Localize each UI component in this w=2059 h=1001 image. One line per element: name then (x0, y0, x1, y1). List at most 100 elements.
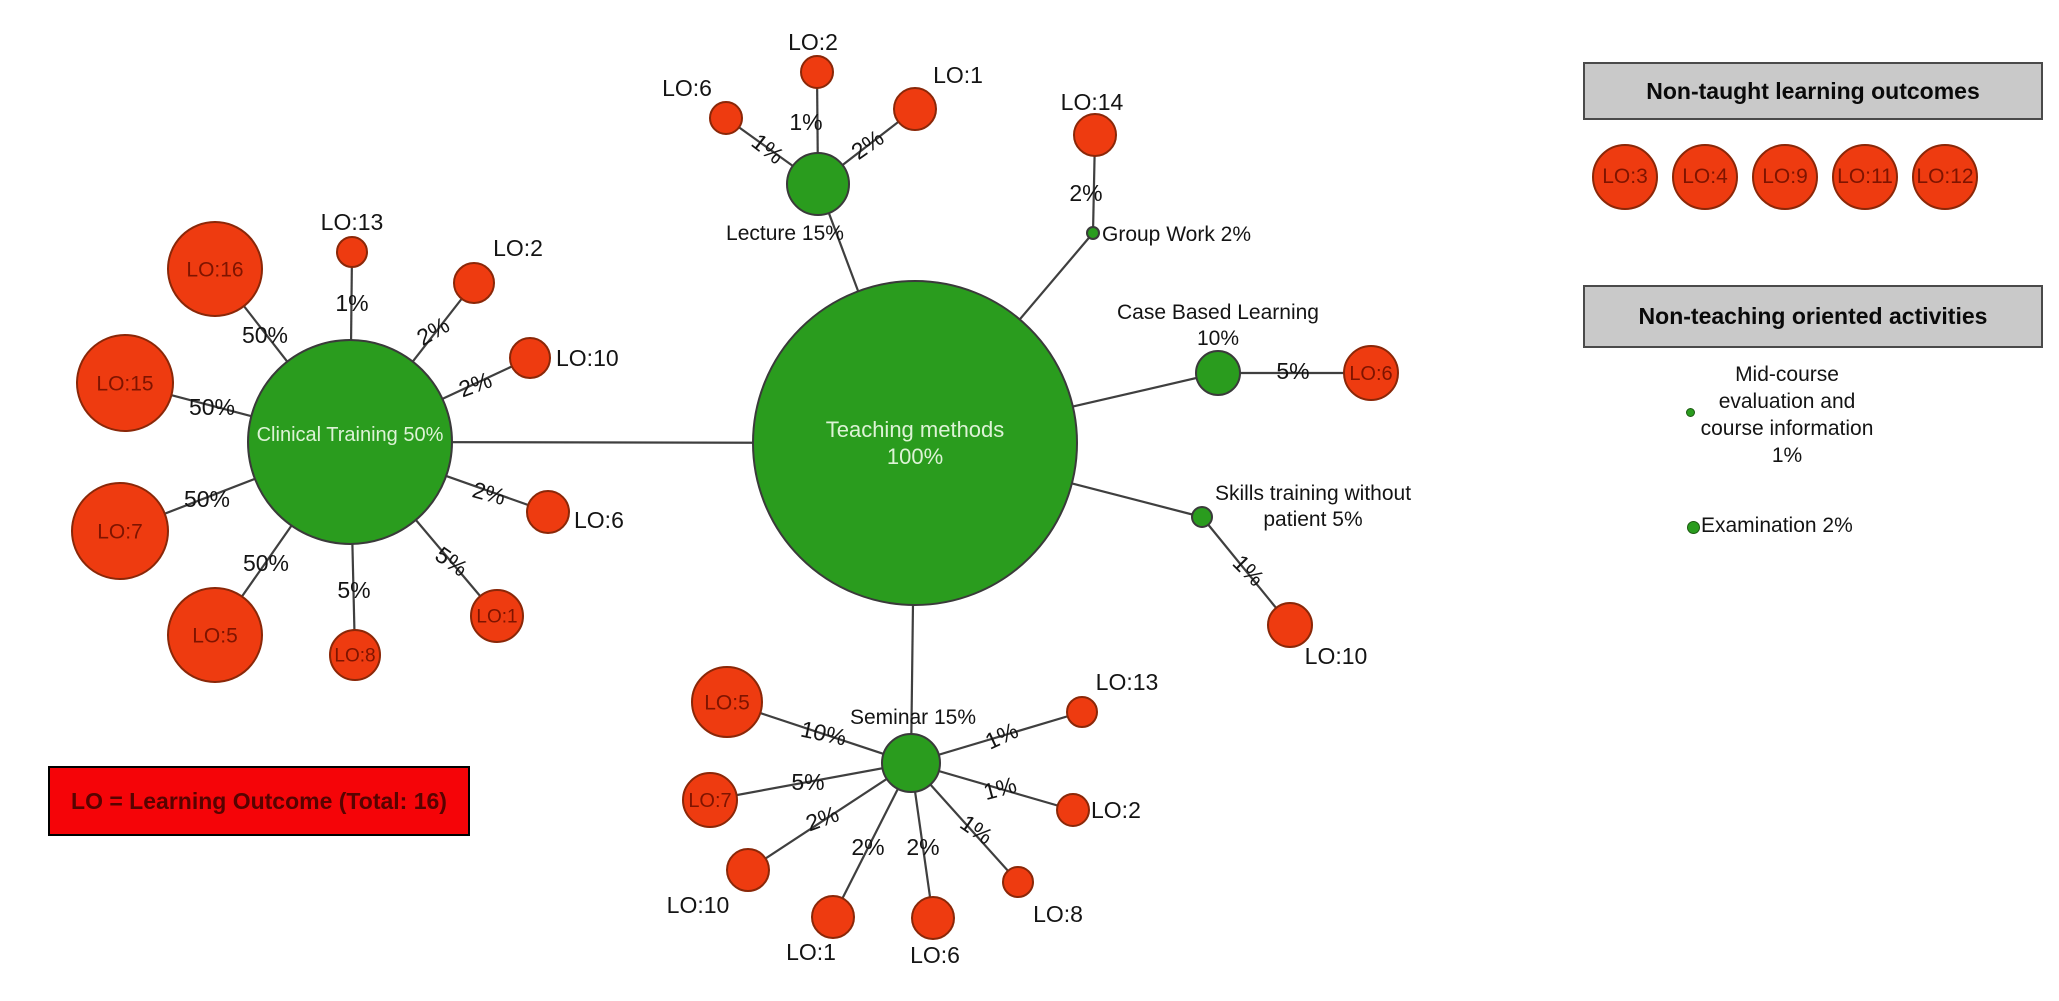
node-c16-label: LO:16 (186, 258, 243, 281)
node-layer (71, 55, 1399, 940)
node-c2-circle (453, 262, 495, 304)
node-c8-circle (329, 629, 381, 681)
node-skills-label: Skills training without (1215, 482, 1411, 505)
node-c7-label: LO:7 (97, 520, 143, 543)
node-g14-circle (1073, 113, 1117, 157)
edge-clinical-c15-percent-label: 50% (189, 394, 235, 420)
non-taught-circle-LO-3: LO:3 (1592, 144, 1658, 210)
edge-casebased-cb6-percent-label: 5% (1276, 358, 1309, 384)
non-taught-circle-LO-12: LO:12 (1912, 144, 1978, 210)
midcourse-evaluation-item: Mid-course evaluation and course informa… (1640, 361, 1934, 469)
edge-clinical-c7-percent-label: 50% (184, 486, 230, 512)
node-l2-label: LO:2 (788, 29, 838, 55)
midcourse-line-2: evaluation and (1718, 390, 1856, 413)
edge-skills-s10 (1201, 516, 1291, 626)
node-s10-circle (1267, 602, 1313, 648)
node-teaching-label: Teaching methods (826, 417, 1005, 442)
node-c2-label: LO:2 (493, 235, 543, 261)
node-teaching-label: 100% (887, 444, 943, 469)
non-taught-outcomes-circles: LO:3 LO:4 LO:9 LO:11 LO:12 (1592, 144, 1978, 210)
node-se2-circle (1056, 793, 1090, 827)
node-casebased-circle (1195, 350, 1241, 396)
node-c6-circle (526, 490, 570, 534)
edge-seminar-se10 (747, 762, 912, 871)
node-l6-label: LO:6 (662, 75, 712, 101)
node-g14-label: LO:14 (1061, 89, 1124, 115)
node-c13-circle (336, 236, 368, 268)
non-taught-circle-LO-11: LO:11 (1832, 144, 1898, 210)
node-c8-label: LO:8 (334, 646, 375, 667)
node-clinical-label: Clinical Training 50% (257, 424, 444, 446)
non-taught-circle-LO-4: LO:4 (1672, 144, 1738, 210)
node-seminar-label: Seminar 15% (850, 706, 976, 729)
node-se8-circle (1002, 866, 1034, 898)
node-c6-label: LO:6 (574, 507, 624, 533)
edge-seminar-se7-percent-label: 5% (791, 769, 824, 795)
non-taught-circle-LO-9: LO:9 (1752, 144, 1818, 210)
midcourse-bullet-dot (1686, 408, 1695, 417)
node-se2-label: LO:2 (1091, 797, 1141, 823)
edge-seminar-se6-percent-label: 2% (906, 834, 939, 860)
non-taught-outcomes-title: Non-taught learning outcomes (1646, 77, 1980, 104)
node-c15-label: LO:15 (96, 372, 153, 395)
node-se7-circle (682, 772, 738, 828)
node-se1-label: LO:1 (786, 939, 836, 965)
node-cb6-circle (1343, 345, 1399, 401)
edge-lecture-l6-percent-label: 1% (747, 128, 789, 169)
node-l1-label: LO:1 (933, 62, 983, 88)
edge-seminar-se8-percent-label: 1% (956, 809, 998, 849)
edge-lecture-l2-percent-label: 1% (789, 109, 822, 135)
node-se5-label: LO:5 (704, 691, 750, 714)
node-groupwork-label: Group Work 2% (1102, 223, 1251, 246)
node-c7-circle (71, 482, 169, 580)
node-c10-circle (509, 337, 551, 379)
examination-bullet-dot (1687, 521, 1700, 534)
non-teaching-activities-header: Non-teaching oriented activities (1583, 285, 2043, 348)
node-s10-label: LO:10 (1305, 643, 1368, 669)
edge-seminar-se5-percent-label: 10% (798, 716, 848, 751)
midcourse-line-4: 1% (1771, 444, 1803, 467)
midcourse-line-1: Mid-course (1735, 363, 1839, 386)
node-casebased-label: 10% (1197, 327, 1239, 350)
node-clinical-circle (247, 339, 453, 545)
node-se10-label: LO:10 (667, 892, 730, 918)
node-skills-circle (1191, 506, 1213, 528)
edge-clinical-c13-percent-label: 1% (335, 290, 368, 316)
edge-seminar-se13-percent-label: 1% (981, 717, 1022, 755)
node-lecture-circle (786, 152, 850, 216)
node-c1-label: LO:1 (476, 607, 517, 628)
node-se6-circle (911, 896, 955, 940)
edge-seminar-se1-percent-label: 2% (851, 834, 884, 860)
edge-clinical-c1-percent-label: 5% (431, 541, 473, 581)
node-l6-circle (709, 101, 743, 135)
node-lecture-label: Lecture 15% (726, 222, 844, 245)
node-seminar-circle (881, 733, 941, 793)
node-c5-circle (167, 587, 263, 683)
legend-abbreviation-text: LO = Learning Outcome (Total: 16) (71, 787, 447, 814)
edge-groupwork-g14-percent-label: 2% (1069, 180, 1102, 206)
node-c1-circle (470, 589, 524, 643)
node-c5-label: LO:5 (192, 624, 238, 647)
node-c15-circle (76, 334, 174, 432)
edge-clinical-c16-percent-label: 50% (242, 322, 288, 348)
node-casebased-label: Case Based Learning (1117, 301, 1319, 324)
edge-clinical-c5-percent-label: 50% (243, 550, 289, 576)
edge-clinical-c6-percent-label: 2% (470, 476, 509, 510)
midcourse-line-3: course information (1700, 417, 1874, 440)
node-se1-circle (811, 895, 855, 939)
non-taught-outcomes-header: Non-taught learning outcomes (1583, 62, 2043, 120)
node-c10-label: LO:10 (556, 345, 619, 371)
edge-clinical-c8-percent-label: 5% (337, 577, 370, 603)
node-se13-label: LO:13 (1096, 669, 1159, 695)
node-groupwork-circle (1086, 226, 1100, 240)
node-skills-label: patient 5% (1263, 508, 1362, 531)
node-cb6-label: LO:6 (1349, 363, 1392, 385)
node-se7-label: LO:7 (688, 790, 731, 812)
node-se8-label: LO:8 (1033, 901, 1083, 927)
node-se6-label: LO:6 (910, 942, 960, 968)
non-teaching-activities-title: Non-teaching oriented activities (1638, 303, 1988, 329)
edge-seminar-se10-percent-label: 2% (802, 801, 842, 837)
